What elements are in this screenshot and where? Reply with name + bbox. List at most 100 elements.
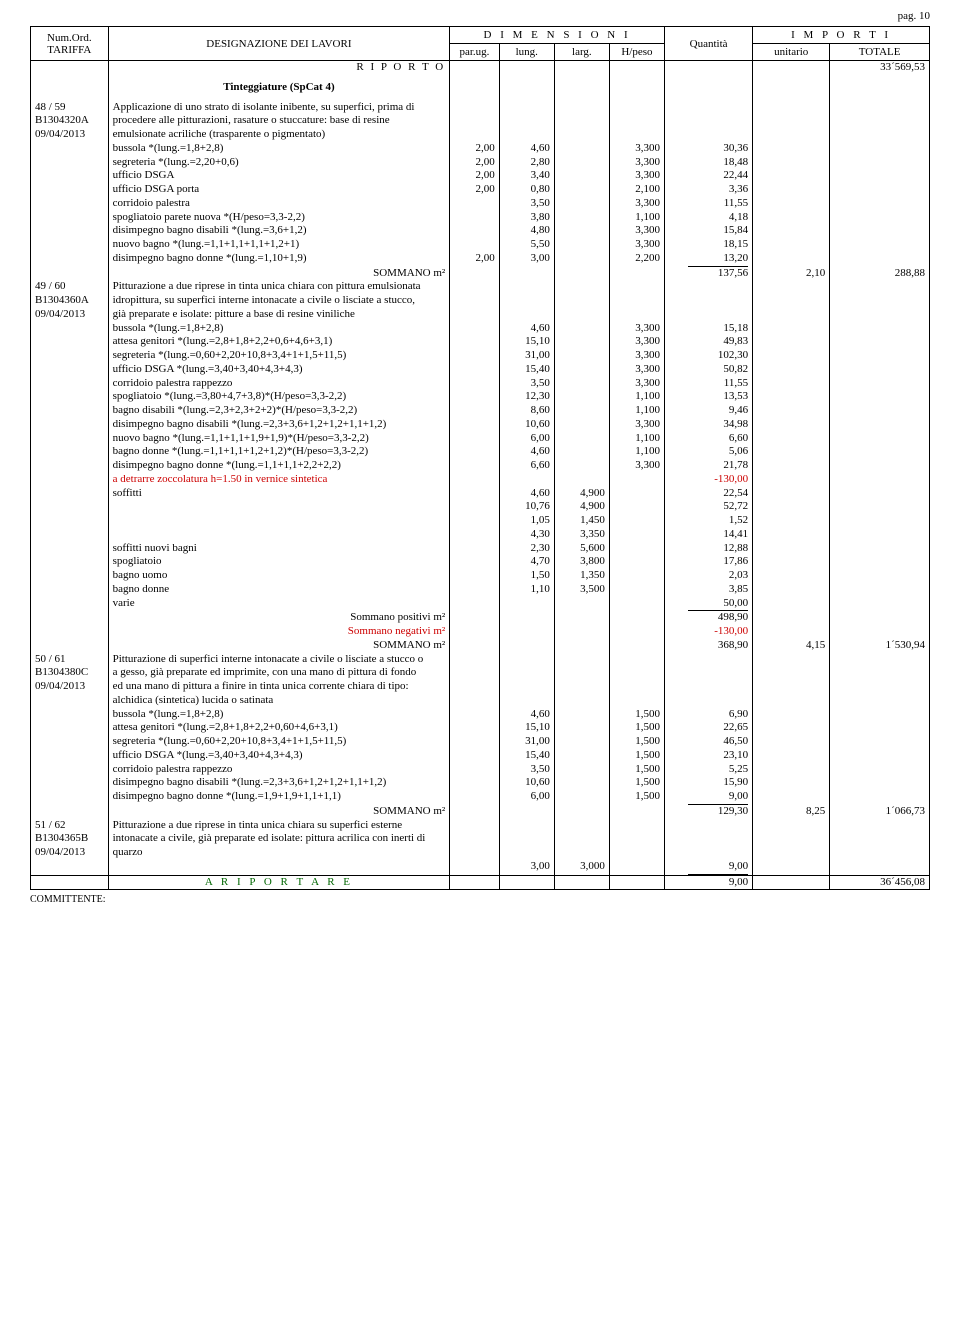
larg-value	[554, 390, 609, 404]
hpeso-value: 3,300	[609, 418, 664, 432]
item-row-desc: bagno uomo	[108, 569, 450, 583]
lung-value: 15,10	[499, 721, 554, 735]
sommano-label: SOMMANO m²	[108, 267, 450, 281]
qty-value: 22,54	[665, 487, 753, 501]
report-frame: Num.Ord. TARIFFA DESIGNAZIONE DEI LAVORI…	[30, 26, 930, 890]
item-row-desc: segreteria *(lung.=0,60+2,20+10,8+3,4+1+…	[108, 735, 450, 749]
lung-value: 2,30	[499, 542, 554, 556]
qty-value: 102,30	[665, 349, 753, 363]
hpeso-value: 1,100	[609, 445, 664, 459]
larg-value	[554, 238, 609, 252]
qty-value: 2,03	[665, 569, 753, 583]
riporto-value: 33´569,53	[830, 61, 929, 75]
item-row-desc: segreteria *(lung.=0,60+2,20+10,8+3,4+1+…	[108, 349, 450, 363]
larg-value	[554, 363, 609, 377]
qty-value: 5,25	[665, 763, 753, 777]
lung-value: 6,00	[499, 432, 554, 446]
hpeso-value: 1,500	[609, 708, 664, 722]
item-row-desc: disimpegno bagno donne *(lung.=1,9+1,9+1…	[108, 790, 450, 804]
larg-value	[554, 211, 609, 225]
lung-value: 4,60	[499, 445, 554, 459]
hpeso-value: 3,300	[609, 349, 664, 363]
item-row-desc: ufficio DSGA	[108, 169, 450, 183]
lung-value: 10,60	[499, 776, 554, 790]
sommano-total: 1´530,94	[830, 639, 929, 653]
sommano-unit: 8,25	[753, 805, 830, 819]
parug-value	[450, 555, 500, 569]
parug-value: 2,00	[450, 169, 500, 183]
hpeso-value: 3,300	[609, 459, 664, 473]
col-totale: TOTALE	[830, 44, 929, 61]
hpeso-value: 1,500	[609, 763, 664, 777]
qty-value: 15,84	[665, 224, 753, 238]
lung-value: 1,50	[499, 569, 554, 583]
hpeso-value: 3,300	[609, 238, 664, 252]
item-code: 51 / 62	[31, 819, 108, 833]
sommano-unit: 2,10	[753, 267, 830, 281]
item-intro: emulsionate acriliche (trasparente o pig…	[108, 128, 450, 142]
item-row-desc: attesa genitori *(lung.=2,8+1,8+2,2+0,60…	[108, 721, 450, 735]
parug-value	[450, 776, 500, 790]
hpeso-value	[609, 583, 664, 597]
lung-value: 5,50	[499, 238, 554, 252]
sommano-total: 1´066,73	[830, 805, 929, 819]
parug-value	[450, 749, 500, 763]
col-unitario: unitario	[753, 44, 830, 61]
item-intro: quarzo	[108, 846, 450, 860]
hpeso-value	[609, 500, 664, 514]
qty-value: 15,18	[665, 322, 753, 336]
qty-value: 17,86	[665, 555, 753, 569]
qty-value: -130,00	[665, 473, 753, 487]
larg-value	[554, 597, 609, 611]
lung-value	[499, 473, 554, 487]
larg-value: 5,600	[554, 542, 609, 556]
qty-value: 4,18	[665, 211, 753, 225]
footer-qty: 9,00	[665, 875, 753, 890]
lung-value: 4,60	[499, 322, 554, 336]
item-row-desc: soffitti	[108, 487, 450, 501]
item-row-desc: disimpegno bagno disabili *(lung.=2,3+3,…	[108, 418, 450, 432]
larg-value	[554, 749, 609, 763]
parug-value: 2,00	[450, 252, 500, 266]
item-row-desc: corridoio palestra	[108, 197, 450, 211]
parug-value	[450, 432, 500, 446]
hpeso-value: 3,300	[609, 335, 664, 349]
lung-value: 1,05	[499, 514, 554, 528]
qty-value: 52,72	[665, 500, 753, 514]
lung-value: 0,80	[499, 183, 554, 197]
parug-value	[450, 597, 500, 611]
qty-value: 18,48	[665, 156, 753, 170]
hpeso-value	[609, 569, 664, 583]
larg-value	[554, 418, 609, 432]
item-code: B1304320A	[31, 114, 108, 128]
item-row-desc: ufficio DSGA *(lung.=3,40+3,40+4,3+4,3)	[108, 749, 450, 763]
hpeso-value	[609, 555, 664, 569]
parug-value	[450, 735, 500, 749]
item-row-desc: attesa genitori *(lung.=2,8+1,8+2,2+0,6+…	[108, 335, 450, 349]
item-row-desc: disimpegno bagno disabili *(lung.=3,6+1,…	[108, 224, 450, 238]
qty-value: 15,90	[665, 776, 753, 790]
item-intro: ed una mano di pittura a finire in tinta…	[108, 680, 450, 694]
lung-value	[499, 597, 554, 611]
larg-value	[554, 142, 609, 156]
item-intro: Pitturazione a due riprese in tinta unic…	[108, 280, 450, 294]
lung-value: 4,80	[499, 224, 554, 238]
item-row-desc: soffitti nuovi bagni	[108, 542, 450, 556]
hpeso-value: 3,300	[609, 377, 664, 391]
hpeso-value: 1,500	[609, 790, 664, 804]
parug-value	[450, 721, 500, 735]
item-row-desc: bussola *(lung.=1,8+2,8)	[108, 142, 450, 156]
hpeso-value: 1,500	[609, 735, 664, 749]
hpeso-value: 1,100	[609, 390, 664, 404]
lung-value: 15,40	[499, 363, 554, 377]
lung-value: 8,60	[499, 404, 554, 418]
parug-value	[450, 238, 500, 252]
parug-value	[450, 349, 500, 363]
hpeso-value: 2,200	[609, 252, 664, 266]
larg-value: 4,900	[554, 500, 609, 514]
qty-value: 46,50	[665, 735, 753, 749]
item-code: 09/04/2013	[31, 846, 108, 860]
lung-value: 12,30	[499, 390, 554, 404]
parug-value	[450, 542, 500, 556]
sum-pos-label: Sommano positivi m²	[108, 611, 450, 625]
